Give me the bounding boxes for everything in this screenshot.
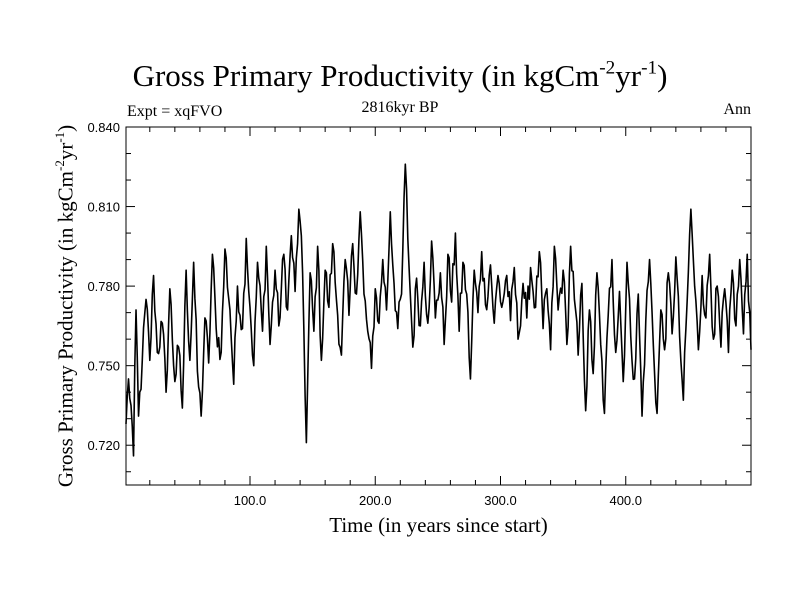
y-axis-label: Gross Primary Productivity (in kgCm-2yr-… bbox=[52, 124, 78, 488]
axis-ticks bbox=[126, 126, 751, 485]
experiment-label: Expt = xqFVO bbox=[127, 103, 223, 120]
x-tick-label: 300.0 bbox=[484, 493, 517, 508]
x-tick-label: 400.0 bbox=[609, 493, 642, 508]
x-tick-label: 200.0 bbox=[359, 493, 392, 508]
y-tick-label: 0.780 bbox=[87, 279, 120, 294]
chart-subtitle: 2816kyr BP bbox=[361, 99, 439, 116]
y-tick-label: 0.840 bbox=[87, 120, 120, 135]
chart-title: Gross Primary Productivity (in kgCm-2yr-… bbox=[132, 57, 668, 93]
plot-frame bbox=[125, 126, 752, 486]
axis-tick-labels: 100.0 200.0 300.0 400.0 0.720 0.750 0.780 0.810… bbox=[87, 120, 642, 508]
x-tick-label: 100.0 bbox=[234, 493, 267, 508]
series-layer bbox=[125, 163, 752, 457]
y-tick-label: 0.810 bbox=[87, 200, 120, 215]
y-tick-label: 0.750 bbox=[87, 359, 120, 374]
season-label: Ann bbox=[723, 101, 751, 118]
x-axis-label: Time (in years since start) bbox=[329, 513, 548, 537]
y-tick-label: 0.720 bbox=[87, 438, 120, 453]
series-line bbox=[125, 163, 752, 457]
